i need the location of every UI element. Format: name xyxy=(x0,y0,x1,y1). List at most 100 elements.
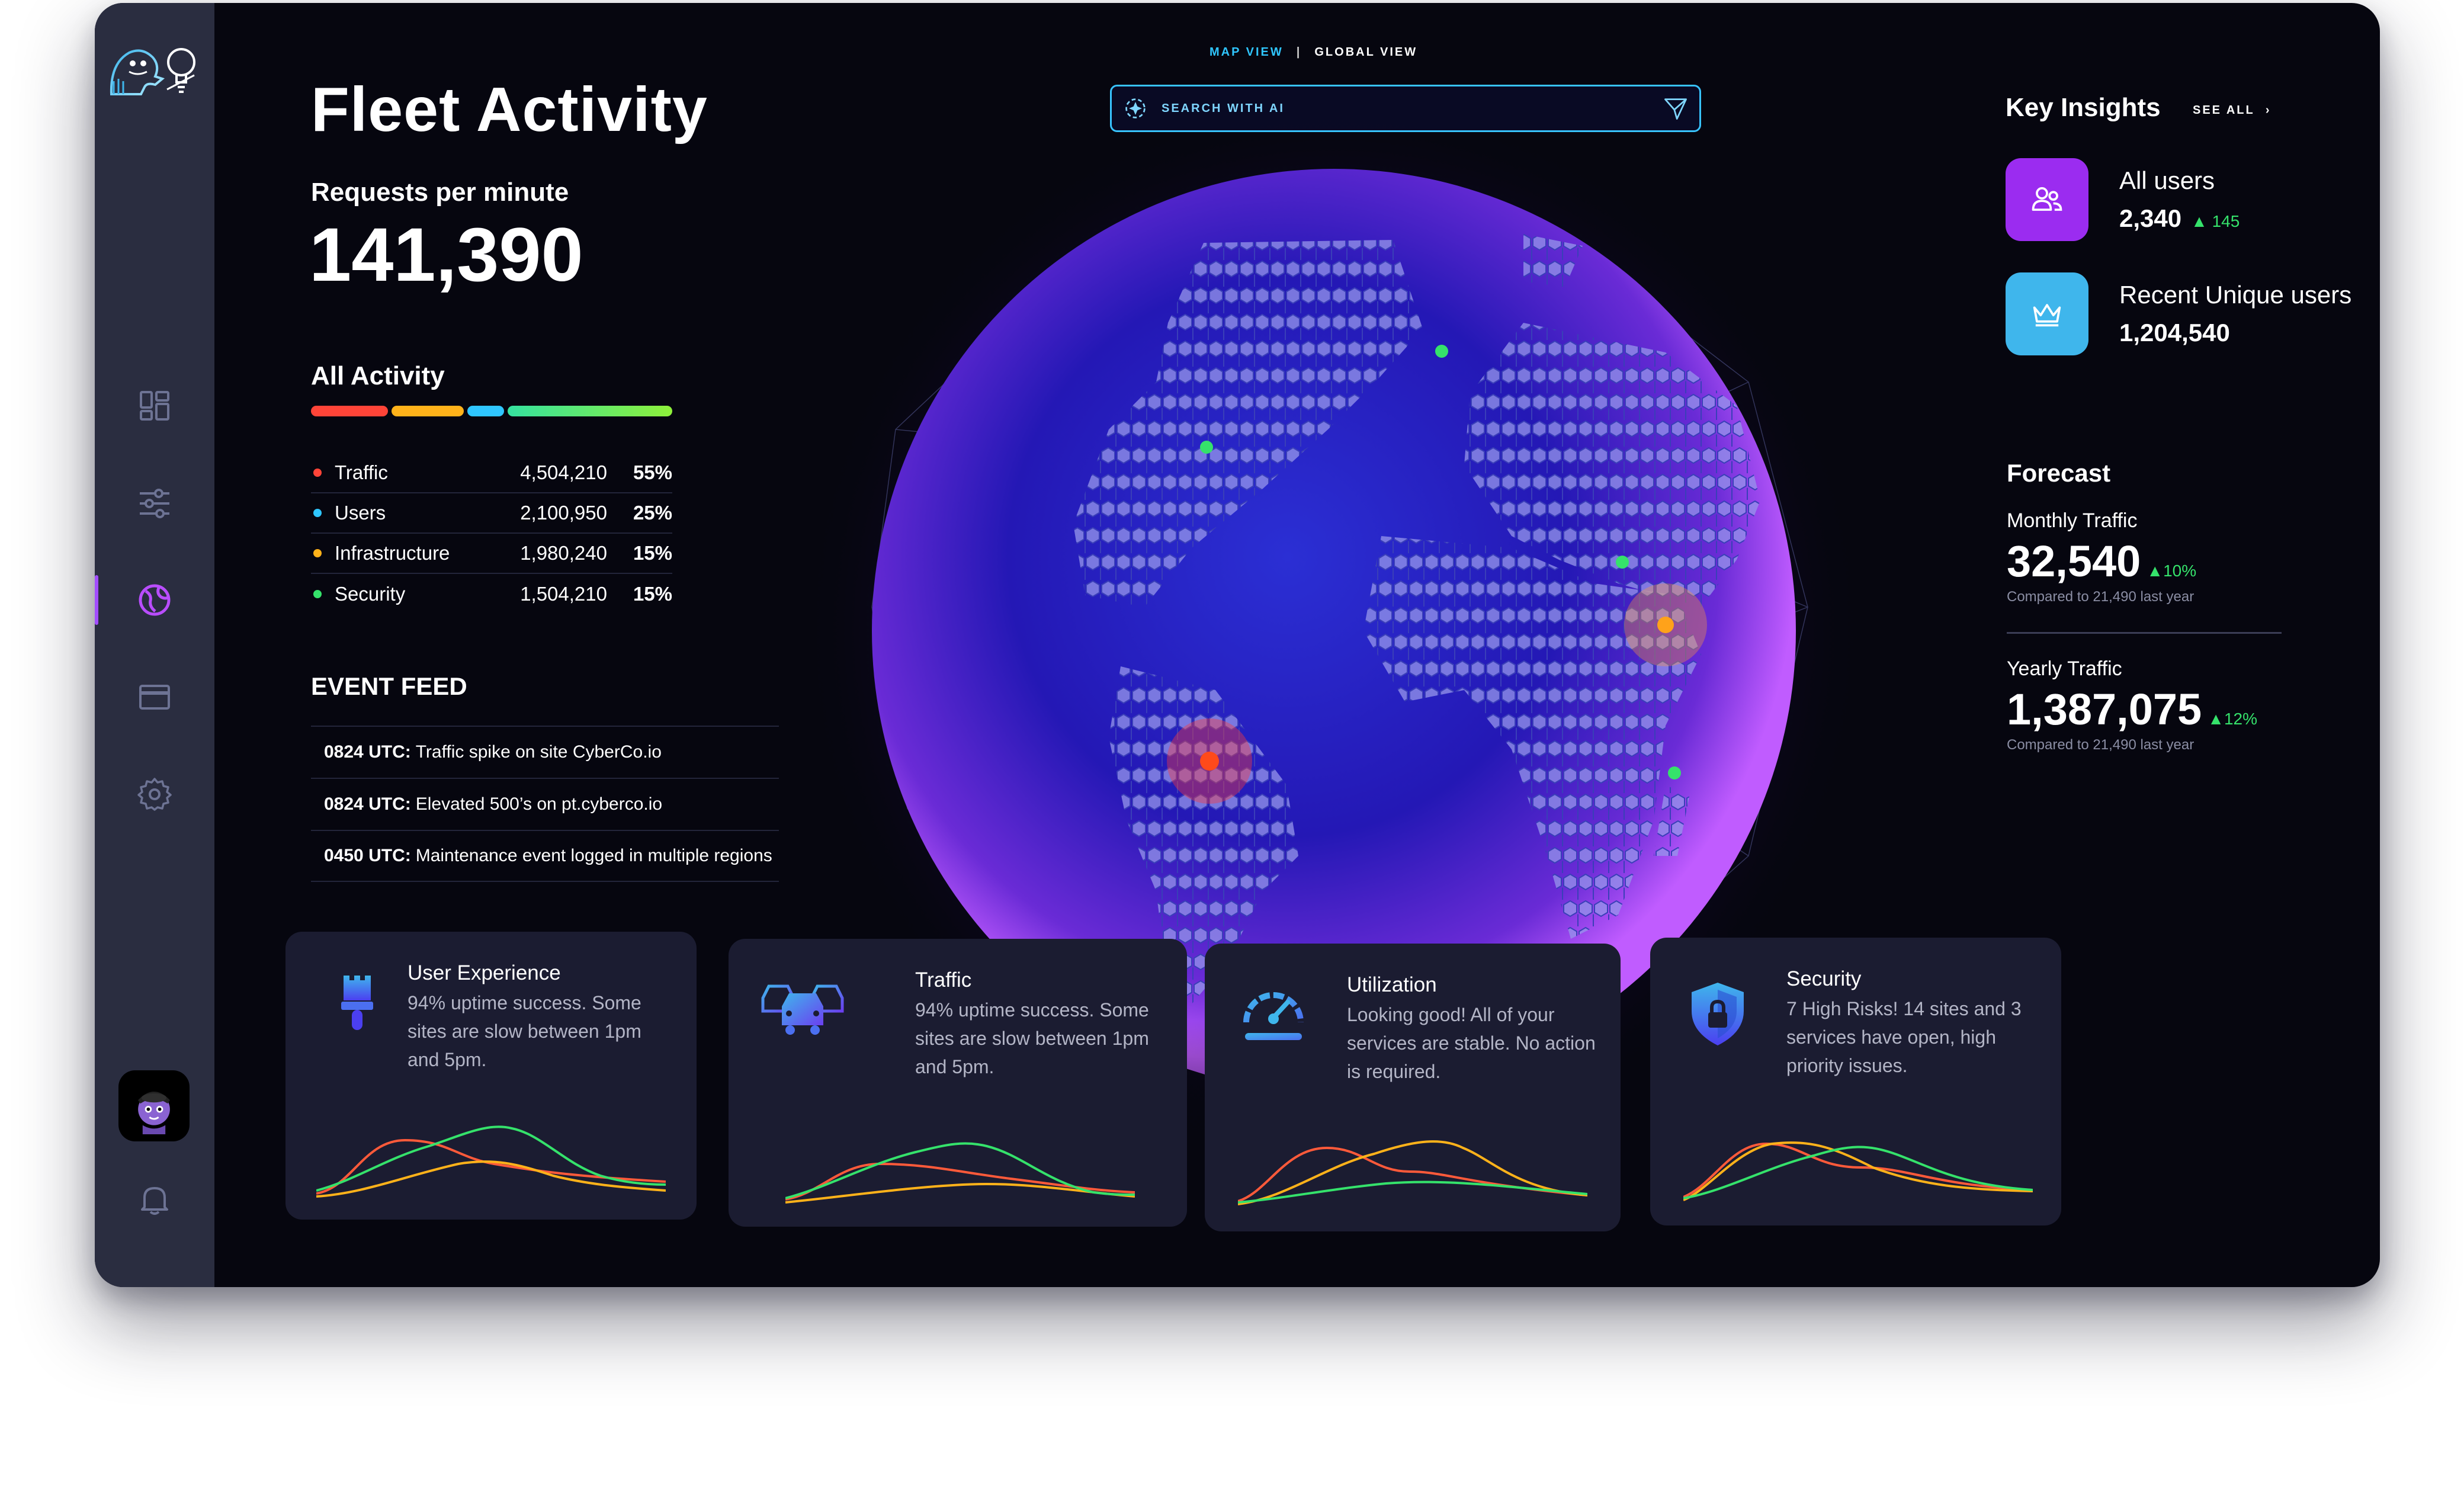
avatar-icon xyxy=(138,1092,170,1134)
insight-all-users[interactable]: All users 2,340 ▲ 145 xyxy=(2006,158,2380,241)
activity-pct: 25% xyxy=(633,502,672,524)
activity-title: All Activity xyxy=(311,361,445,390)
insight-delta: ▲ 145 xyxy=(2191,212,2240,230)
send-icon[interactable] xyxy=(1663,95,1689,121)
forecast-change-value: 12% xyxy=(2224,710,2257,728)
event-text: Elevated 500’s on pt.cyberco.io xyxy=(415,794,663,814)
forecast-yearly: Yearly Traffic 1,387,075 ▲12% Compared to… xyxy=(2007,657,2279,753)
search-placeholder: SEARCH WITH AI xyxy=(1162,101,1285,115)
card-security[interactable]: Security 7 High Risks! 14 sites and 3 se… xyxy=(1650,938,2061,1225)
nav-billing[interactable] xyxy=(95,662,214,733)
card-body: 7 High Risks! 14 sites and 3 services ha… xyxy=(1786,998,2022,1076)
forecast-change-value: 10% xyxy=(2163,562,2197,580)
main-content: Fleet Activity Requests per minute 141,3… xyxy=(214,3,2380,1287)
trend-chart xyxy=(316,1125,666,1198)
dashboard-icon xyxy=(140,391,169,421)
activity-row[interactable]: Traffic 4,504,210 55% xyxy=(311,453,672,493)
crown-icon xyxy=(2006,272,2088,355)
app-window: Fleet Activity Requests per minute 141,3… xyxy=(95,3,2380,1287)
gauge-icon xyxy=(1243,992,1304,1040)
event-item[interactable]: 0824 UTC: Traffic spike on site CyberCo.… xyxy=(311,726,779,778)
activity-label: Security xyxy=(335,583,406,605)
activity-label: Users xyxy=(335,502,386,524)
insight-unique-users[interactable]: Recent Unique users 1,204,540 xyxy=(2006,272,2380,355)
brush-icon xyxy=(341,976,373,1030)
event-item[interactable]: 0450 UTC: Maintenance event logged in mu… xyxy=(311,830,779,882)
activity-value: 2,100,950 xyxy=(520,502,607,524)
see-all-link[interactable]: SEE ALL › xyxy=(2193,104,2272,117)
insight-value: 1,204,540 xyxy=(2119,319,2230,347)
key-insights-title: Key Insights xyxy=(2006,93,2161,122)
card-title: Security xyxy=(1786,967,1862,990)
activity-pct: 55% xyxy=(633,461,672,483)
notifications-button[interactable] xyxy=(95,1164,214,1235)
activity-bar-security xyxy=(508,406,672,416)
event-text: Maintenance event logged in multiple reg… xyxy=(415,846,772,865)
forecast-label: Yearly Traffic xyxy=(2007,657,2122,680)
activity-row[interactable]: Users 2,100,950 25% xyxy=(311,493,672,534)
activity-pct: 15% xyxy=(633,542,672,564)
nav-globe[interactable] xyxy=(95,564,214,636)
trend-chart xyxy=(1238,1140,1587,1205)
ai-search-input[interactable]: SEARCH WITH AI xyxy=(1110,85,1701,132)
status-dot xyxy=(313,590,322,598)
card-body: 94% uptime success. Some sites are slow … xyxy=(915,999,1149,1077)
cars-icon xyxy=(761,984,844,1035)
activity-bar-infrastructure xyxy=(392,406,464,416)
nav-settings[interactable] xyxy=(95,758,214,829)
view-toggle: MAP VIEW | GLOBAL VIEW xyxy=(1209,46,1417,59)
sparkle-icon xyxy=(1125,98,1146,118)
status-dot xyxy=(313,509,322,517)
forecast-divider xyxy=(2007,632,2282,634)
status-dot xyxy=(313,549,322,557)
insight-label: Recent Unique users xyxy=(2119,281,2352,309)
app-logo[interactable] xyxy=(105,40,204,99)
insight-value-row: 2,340 ▲ 145 xyxy=(2119,204,2240,233)
insight-value: 2,340 xyxy=(2119,204,2182,232)
nav-dashboard[interactable] xyxy=(95,370,214,441)
event-text: Traffic spike on site CyberCo.io xyxy=(415,742,662,762)
card-utilization[interactable]: Utilization Looking good! All of your se… xyxy=(1205,944,1621,1231)
activity-row[interactable]: Infrastructure 1,980,240 15% xyxy=(311,534,672,574)
sliders-icon xyxy=(140,489,169,518)
event-feed: 0824 UTC: Traffic spike on site CyberCo.… xyxy=(311,726,779,882)
status-dot xyxy=(313,469,322,477)
forecast-value: 32,540 xyxy=(2007,537,2141,586)
forecast-value-row: 32,540 ▲10% xyxy=(2007,536,2279,586)
insight-label: All users xyxy=(2119,166,2215,194)
avatar[interactable] xyxy=(118,1070,190,1141)
globe-icon xyxy=(139,584,171,616)
card-title: Utilization xyxy=(1347,973,1437,996)
activity-bar-traffic xyxy=(311,406,388,416)
activity-value: 1,980,240 xyxy=(520,542,607,564)
card-body: 94% uptime success. Some sites are slow … xyxy=(408,992,641,1070)
requests-label: Requests per minute xyxy=(311,178,569,207)
chevron-right-icon: › xyxy=(2265,104,2272,117)
globe-map[interactable] xyxy=(777,74,1891,1188)
card-title: Traffic xyxy=(915,968,972,992)
nav-settings-sliders[interactable] xyxy=(95,468,214,539)
card-traffic[interactable]: Traffic 94% uptime success. Some sites a… xyxy=(729,939,1187,1227)
activity-row[interactable]: Security 1,504,210 15% xyxy=(311,574,672,614)
shield-lock-icon xyxy=(1692,983,1744,1045)
forecast-compare: Compared to 21,490 last year xyxy=(2007,589,2194,605)
page-title: Fleet Activity xyxy=(311,75,708,145)
event-time: 0450 UTC: xyxy=(324,846,411,865)
forecast-value-row: 1,387,075 ▲12% xyxy=(2007,684,2279,734)
activity-label: Infrastructure xyxy=(335,542,450,564)
tab-global-view[interactable]: GLOBAL VIEW xyxy=(1314,46,1418,59)
forecast-label: Monthly Traffic xyxy=(2007,509,2138,532)
activity-table: Traffic 4,504,210 55% Users 2,100,950 25… xyxy=(311,453,672,614)
event-item[interactable]: 0824 UTC: Elevated 500’s on pt.cyberco.i… xyxy=(311,778,779,830)
card-body: Looking good! All of your services are s… xyxy=(1347,1004,1596,1082)
sidebar xyxy=(95,3,214,1287)
card-user-experience[interactable]: User Experience 94% uptime success. Some… xyxy=(285,932,697,1220)
activity-value: 4,504,210 xyxy=(520,461,607,483)
see-all-label: SEE ALL xyxy=(2193,104,2255,117)
tab-map-view[interactable]: MAP VIEW xyxy=(1209,46,1284,59)
bell-icon xyxy=(141,1187,168,1215)
trend-chart xyxy=(1683,1141,2033,1201)
event-time: 0824 UTC: xyxy=(324,742,411,762)
forecast-compare: Compared to 21,490 last year xyxy=(2007,737,2194,753)
card-title: User Experience xyxy=(408,961,561,984)
